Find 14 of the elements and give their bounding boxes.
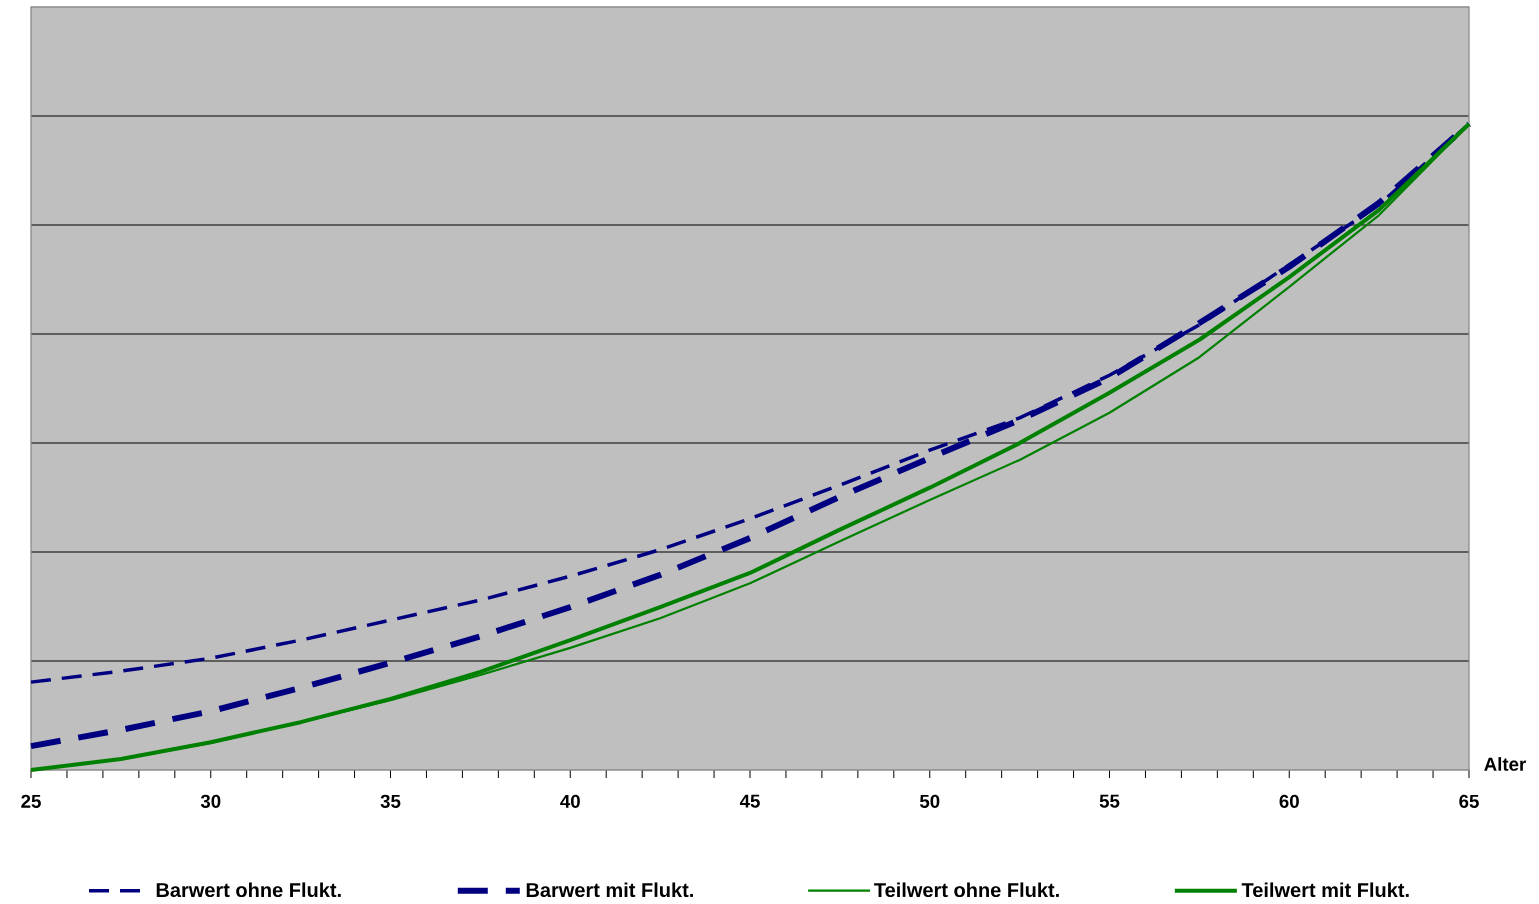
legend-label: Barwert ohne Flukt.: [156, 882, 341, 897]
x-tick-label: 60: [1279, 794, 1299, 808]
x-tick-label: 65: [1459, 794, 1479, 808]
x-tick-label: 25: [21, 794, 41, 808]
x-tick-label: 55: [1099, 794, 1120, 808]
legend-label: Teilwert mit Flukt.: [1241, 882, 1409, 897]
legend-label: Teilwert ohne Flukt.: [874, 882, 1059, 897]
x-tick-label: 50: [919, 794, 940, 808]
x-tick-label: 30: [200, 794, 221, 808]
x-axis-title: Alter: [1484, 757, 1526, 771]
x-tick-label: 45: [739, 794, 760, 808]
legend-label: Barwert mit Flukt.: [526, 882, 693, 897]
x-tick-label: 40: [560, 794, 580, 808]
x-tick-label: 35: [380, 794, 401, 808]
